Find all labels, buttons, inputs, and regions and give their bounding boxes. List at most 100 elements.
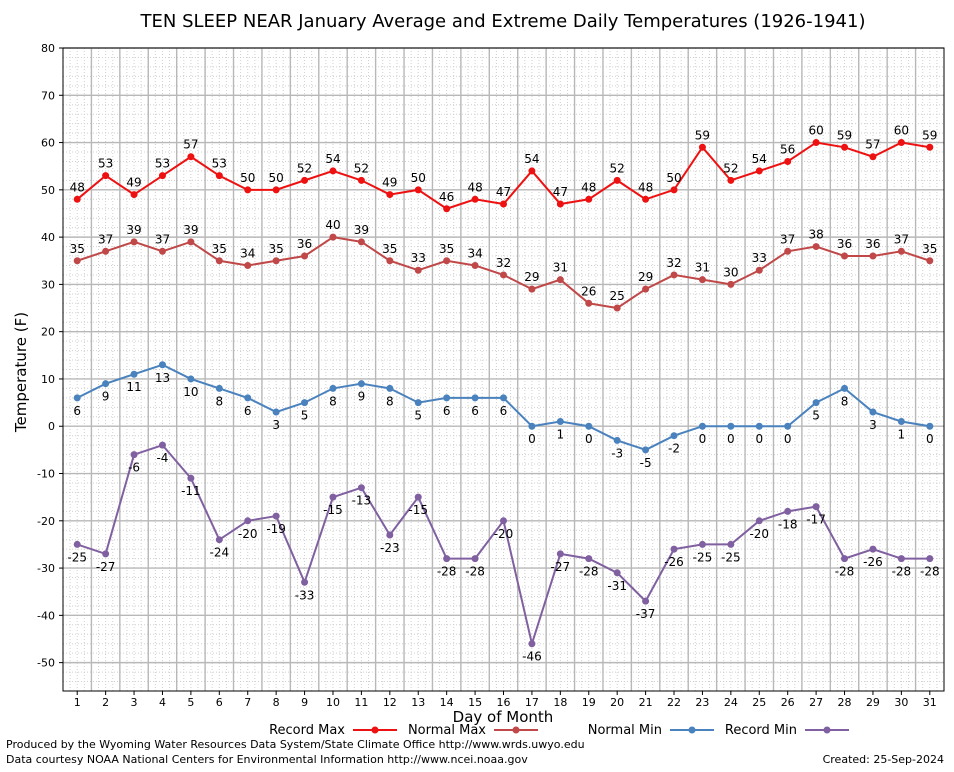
x-tick-label: 11 <box>354 696 368 709</box>
x-tick-label: 4 <box>159 696 166 709</box>
data-label: 37 <box>780 232 795 246</box>
x-tick-label: 18 <box>553 696 567 709</box>
data-point <box>585 422 593 430</box>
data-point <box>414 266 422 274</box>
x-tick-label: 22 <box>667 696 681 709</box>
data-point <box>698 143 706 151</box>
data-label: 59 <box>922 128 937 142</box>
data-point <box>301 578 309 586</box>
data-label: -25 <box>67 550 87 564</box>
data-point <box>244 186 252 194</box>
data-point <box>528 422 536 430</box>
footer-credit-wrds: Produced by the Wyoming Water Resources … <box>6 738 585 751</box>
data-point <box>926 422 934 430</box>
y-tick-label: 40 <box>41 231 55 244</box>
data-point <box>784 507 792 515</box>
x-tick-label: 27 <box>809 696 823 709</box>
data-point <box>812 399 820 407</box>
data-point <box>585 195 593 203</box>
data-point <box>471 261 479 269</box>
data-label: 50 <box>240 171 255 185</box>
data-point <box>926 257 934 265</box>
data-point <box>102 172 110 180</box>
data-label: 9 <box>358 390 366 404</box>
x-tick-label: 12 <box>383 696 397 709</box>
data-point <box>158 172 166 180</box>
data-label: -4 <box>156 451 168 465</box>
data-point <box>158 247 166 255</box>
data-point <box>698 540 706 548</box>
data-point <box>585 555 593 563</box>
data-label: 6 <box>471 404 479 418</box>
data-label: 6 <box>244 404 252 418</box>
data-point <box>102 247 110 255</box>
data-point <box>841 384 849 392</box>
data-point <box>329 384 337 392</box>
data-label: 31 <box>553 261 568 275</box>
data-point <box>102 550 110 558</box>
legend-marker <box>512 726 520 734</box>
data-point <box>841 252 849 260</box>
data-label: 47 <box>553 185 568 199</box>
data-label: 48 <box>70 180 85 194</box>
data-point <box>727 176 735 184</box>
data-point <box>897 247 905 255</box>
series-record-min: -25 -27 -6 -4 -11 -24 -20 -19 -33 -15 -13 -23 -15 -28… <box>67 441 940 664</box>
data-label: 47 <box>496 185 511 199</box>
data-label: 37 <box>894 232 909 246</box>
data-label: 8 <box>386 394 394 408</box>
data-point <box>158 441 166 449</box>
data-point <box>187 153 195 161</box>
data-label: 48 <box>581 180 596 194</box>
data-point <box>642 195 650 203</box>
data-label: -20 <box>749 527 769 541</box>
data-label: 5 <box>414 409 422 423</box>
data-point <box>244 517 252 525</box>
data-label: -13 <box>352 494 372 508</box>
data-point <box>215 172 223 180</box>
data-point <box>215 384 223 392</box>
data-label: 0 <box>784 432 792 446</box>
data-point <box>755 422 763 430</box>
data-point <box>784 247 792 255</box>
data-point <box>244 261 252 269</box>
legend-marker <box>823 726 831 734</box>
data-label: 35 <box>269 242 284 256</box>
data-label: 39 <box>183 223 198 237</box>
data-point <box>727 422 735 430</box>
data-label: 39 <box>126 223 141 237</box>
data-point <box>613 569 621 577</box>
x-tick-label: 14 <box>440 696 454 709</box>
data-label: 3 <box>869 418 877 432</box>
data-label: 26 <box>581 284 596 298</box>
data-point <box>869 153 877 161</box>
x-tick-label: 13 <box>411 696 425 709</box>
y-axis-label: Temperature (F) <box>12 312 30 433</box>
y-tick-label: 0 <box>48 420 55 433</box>
data-label: 60 <box>808 124 823 138</box>
x-tick-label: 26 <box>781 696 795 709</box>
data-label: 0 <box>727 432 735 446</box>
y-tick-label: -30 <box>37 562 55 575</box>
data-point <box>443 257 451 265</box>
data-point <box>329 493 337 501</box>
x-axis-label: Day of Month <box>453 708 554 726</box>
data-label: 33 <box>411 251 426 265</box>
y-tick-label: 10 <box>41 373 55 386</box>
data-label: 1 <box>557 428 565 442</box>
data-point <box>102 380 110 388</box>
data-point <box>130 451 138 459</box>
data-label: 37 <box>98 232 113 246</box>
data-point <box>215 257 223 265</box>
series-record-max: 48 53 49 53 57 53 50 50 52 54 52 49 50 46 48 47 54 47 48 52… <box>70 124 937 213</box>
data-point <box>357 484 365 492</box>
x-tick-label: 5 <box>187 696 194 709</box>
x-tick-label: 2 <box>102 696 109 709</box>
data-point <box>528 285 536 293</box>
data-label: 30 <box>723 265 738 279</box>
data-label: -26 <box>863 555 883 569</box>
data-label: 1 <box>898 428 906 442</box>
data-label: -18 <box>778 517 798 531</box>
